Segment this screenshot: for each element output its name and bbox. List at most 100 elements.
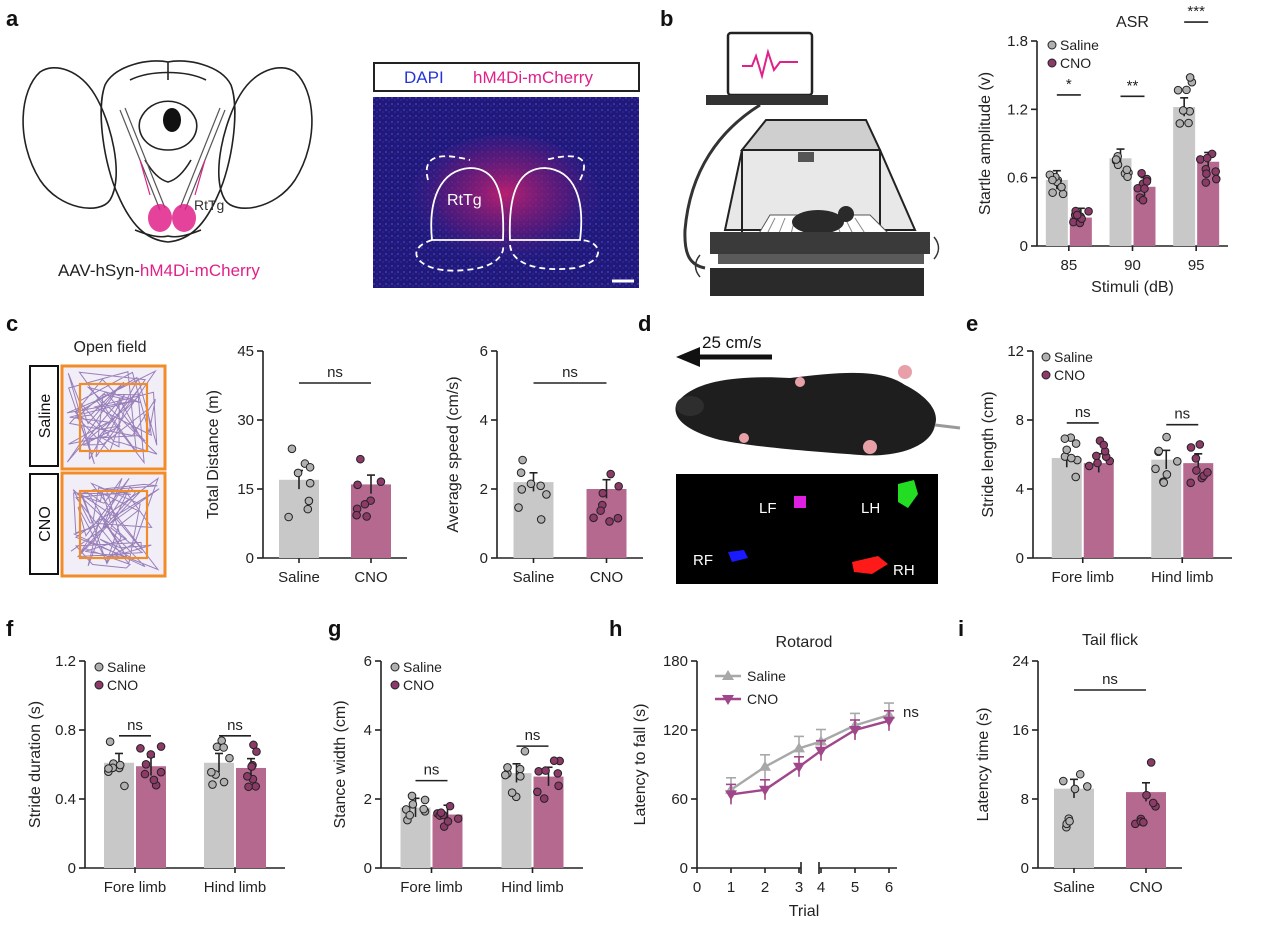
micrograph-outlines — [415, 155, 599, 272]
stain-dapi-label: DAPI — [404, 68, 444, 87]
paw-label-rh: RH — [893, 562, 915, 579]
saline-data-point — [419, 804, 428, 814]
cno-data-point — [1196, 155, 1205, 164]
x-tick-label: Saline — [513, 569, 555, 586]
saline-data-point — [408, 799, 418, 809]
saline-data-point — [1062, 445, 1072, 455]
saline-data-point — [536, 481, 545, 491]
significance-label: ns — [562, 364, 578, 381]
x-tick-label: Fore limb — [400, 879, 463, 896]
cno-data-point — [1093, 458, 1102, 468]
saline-data-point — [1151, 464, 1160, 474]
injection-needles — [119, 107, 226, 211]
saline-data-point — [515, 764, 525, 774]
data-point-cno — [759, 785, 771, 796]
x-tick-label: 90 — [1124, 257, 1141, 274]
chart-tail-flick: 0 8 16 24 Latency time (s) Saline CNO ns Tail fl… — [975, 632, 1182, 896]
cno-data-point — [1084, 461, 1094, 471]
data-point-cno — [883, 716, 895, 727]
y-tick-label: 4 — [480, 412, 488, 429]
cno-data-point — [1142, 790, 1151, 800]
saline-data-point — [1123, 172, 1132, 182]
saline-data-point — [1075, 769, 1085, 779]
saline-data-point — [208, 780, 217, 789]
cno-data-point — [252, 747, 261, 756]
cno-data-point — [1138, 195, 1148, 205]
significance-label: ns — [1075, 404, 1091, 421]
paw-label-lf: LF — [759, 500, 777, 517]
saline-data-point — [420, 795, 430, 805]
cno-data-point — [244, 782, 253, 792]
saline-data-point — [405, 810, 415, 820]
y-tick-label: 45 — [237, 343, 254, 360]
legend-label-cno: CNO — [747, 691, 778, 707]
cno-data-point — [1137, 168, 1146, 178]
significance-label: ns — [227, 717, 243, 734]
y-axis-title: Latency to fall (s) — [632, 704, 649, 826]
significance-label: ns — [127, 717, 143, 734]
x-axis-title: Stimuli (dB) — [1091, 279, 1174, 296]
y-axis-title: Total Distance (m) — [205, 390, 222, 519]
cno-data-point — [541, 766, 550, 775]
cno-data-point — [554, 781, 563, 791]
saline-data-point — [1154, 446, 1164, 456]
legend-marker-cno — [390, 680, 400, 690]
stain-mcherry-label: hM4Di-mCherry — [473, 68, 593, 87]
saline-data-point — [1185, 73, 1195, 82]
cno-data-point — [243, 771, 252, 781]
rttg-injection-right — [172, 204, 196, 232]
saline-bar — [1173, 107, 1196, 246]
cno-data-point — [247, 762, 256, 771]
chart-stride-duration: 0 0.4 0.8 1.2 Stride duration (s) Fore limb ns… — [27, 653, 285, 896]
cno-data-point — [1148, 798, 1158, 808]
paw-rf-print — [728, 550, 748, 562]
schematic-region-label: RtTg — [194, 197, 224, 213]
y-tick-label: 16 — [1012, 722, 1029, 739]
saline-data-point — [1048, 188, 1057, 197]
panel-letter-e: e — [966, 311, 978, 336]
cno-data-point — [1201, 178, 1211, 187]
cno-data-point — [614, 481, 623, 491]
x-tick-label: 95 — [1188, 257, 1205, 274]
saline-data-point — [1173, 85, 1183, 95]
saline-data-point — [518, 455, 527, 465]
cno-data-point — [251, 782, 261, 791]
saline-data-point — [120, 781, 129, 791]
saline-data-point — [1122, 165, 1132, 175]
cno-data-point — [1202, 153, 1212, 163]
cno-data-point — [1195, 440, 1205, 449]
startle-apparatus-illustration — [683, 31, 940, 296]
y-tick-label: 0 — [364, 860, 372, 877]
significance-label: ns — [903, 704, 919, 721]
saline-data-point — [1057, 182, 1066, 192]
saline-data-point — [1070, 784, 1080, 794]
cno-data-point — [1099, 440, 1109, 450]
legend-marker-saline — [390, 662, 400, 672]
legend-marker-cno — [722, 695, 734, 705]
micrograph-region-label: RtTg — [447, 192, 482, 209]
y-tick-label: 8 — [1016, 412, 1024, 429]
cno-data-point — [1203, 468, 1212, 477]
paw-rh-print — [852, 556, 888, 574]
saline-data-point — [207, 767, 216, 777]
saline-bar — [104, 762, 134, 868]
saline-data-point — [1082, 782, 1092, 791]
cno-data-point — [1186, 478, 1195, 488]
saline-data-point — [1111, 155, 1121, 164]
chart-title: Rotarod — [776, 634, 833, 651]
saline-data-point — [1162, 432, 1171, 442]
cno-data-point — [1211, 174, 1221, 184]
legend-label-saline: Saline — [1054, 349, 1093, 365]
data-point-cno — [849, 726, 861, 736]
open-field-center-zone — [78, 382, 149, 453]
saline-bar — [501, 773, 532, 868]
cno-data-point — [606, 469, 615, 479]
y-tick-label: 180 — [663, 653, 688, 670]
y-tick-label: 4 — [1016, 481, 1024, 498]
saline-data-point — [219, 777, 229, 787]
saline-data-point — [287, 444, 297, 454]
y-tick-label: 8 — [1021, 791, 1029, 808]
cno-data-point — [1072, 210, 1082, 220]
chart-title: ASR — [1116, 14, 1149, 31]
